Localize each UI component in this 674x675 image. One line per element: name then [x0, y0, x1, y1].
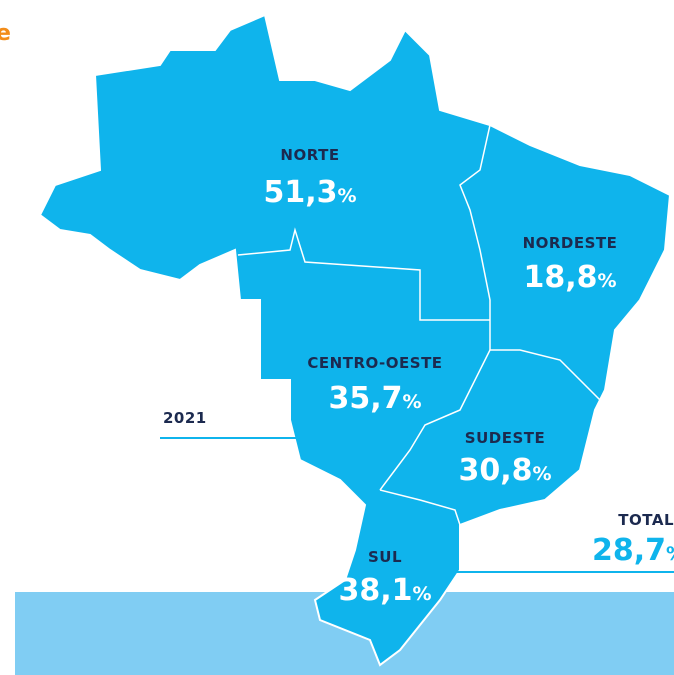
region-value: 30,8% — [458, 453, 551, 488]
value-unit: % — [597, 270, 616, 292]
region-value: 35,7% — [328, 381, 421, 416]
region-borders — [237, 124, 601, 526]
border — [237, 227, 490, 321]
region-value: 51,3% — [263, 175, 356, 210]
border — [489, 320, 601, 401]
region-name: NORTE — [280, 146, 339, 164]
corner-mark: e — [0, 21, 11, 46]
value-unit: % — [412, 583, 431, 605]
border — [379, 489, 461, 526]
value-number: 30,8 — [458, 453, 532, 488]
region-value: 28,7% — [592, 533, 674, 568]
value-unit: % — [666, 543, 674, 565]
region-name: TOTAL — [618, 511, 674, 529]
region-name: SUL — [368, 548, 402, 566]
value-number: 51,3 — [263, 175, 337, 210]
region-value: 18,8% — [523, 260, 616, 295]
region-value: 38,1% — [338, 573, 431, 608]
value-unit: % — [532, 463, 551, 485]
value-number: 35,7 — [328, 381, 402, 416]
value-number: 18,8 — [523, 260, 597, 295]
value-number: 38,1 — [338, 573, 412, 608]
year-label: 2021 — [163, 409, 207, 427]
value-unit: % — [402, 391, 421, 413]
value-number: 28,7 — [592, 533, 666, 568]
border — [459, 124, 491, 320]
brazil-map — [38, 13, 672, 667]
region-name: NORDESTE — [523, 234, 618, 252]
region-name: CENTRO-OESTE — [307, 354, 442, 372]
border — [379, 349, 491, 491]
value-unit: % — [337, 185, 356, 207]
region-name: SUDESTE — [465, 429, 545, 447]
